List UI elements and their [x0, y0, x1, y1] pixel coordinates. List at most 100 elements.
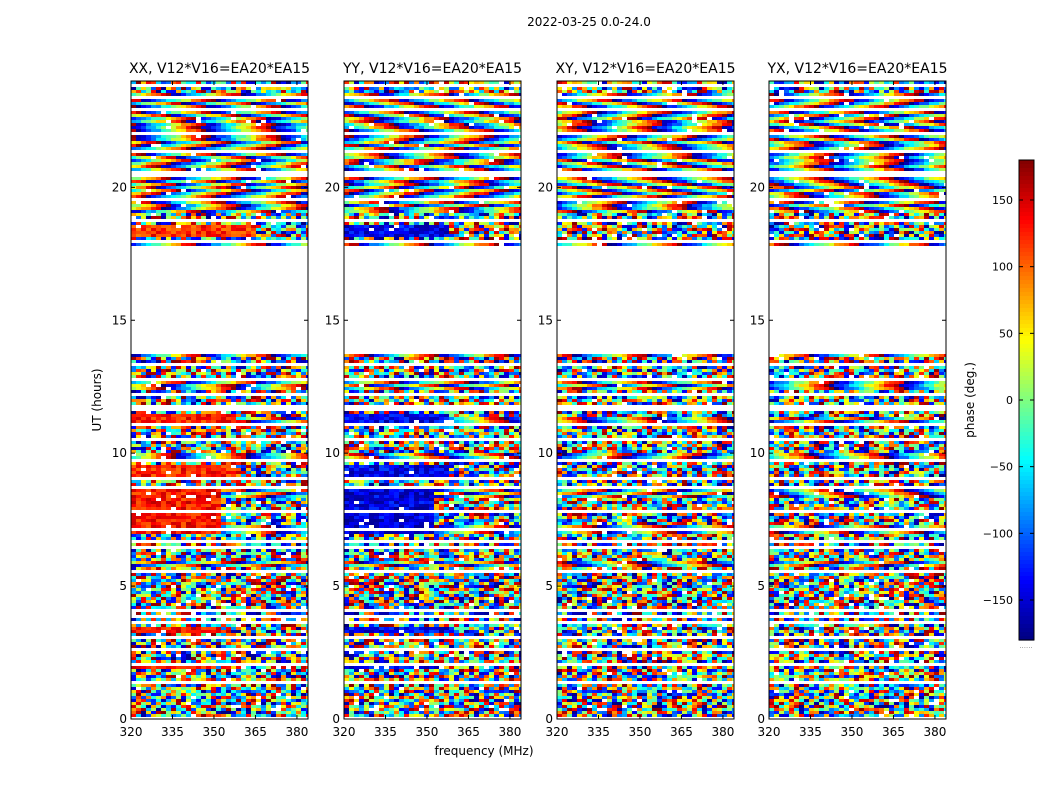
- colorbar-segment: [1019, 412, 1034, 417]
- colorbar-segment: [1019, 268, 1034, 273]
- colorbar-segment: [1019, 416, 1034, 421]
- colorbar-segment: [1019, 160, 1034, 165]
- y-tick-label: 15: [325, 313, 340, 327]
- colorbar-segment: [1019, 388, 1034, 393]
- colorbar-segment: [1019, 204, 1034, 209]
- colorbar-segment: [1019, 588, 1034, 593]
- y-tick-label: 0: [119, 712, 127, 726]
- colorbar-segment: [1019, 244, 1034, 249]
- y-tick-label: 5: [119, 579, 127, 593]
- colorbar-segment: [1019, 288, 1034, 293]
- panel-frame: [768, 80, 947, 720]
- colorbar-segment: [1019, 260, 1034, 265]
- colorbar-segment: [1019, 168, 1034, 173]
- colorbar-segment: [1019, 624, 1034, 629]
- colorbar-segment: [1019, 356, 1034, 361]
- colorbar-segment: [1019, 528, 1034, 533]
- phase-cells: [344, 81, 521, 717]
- colorbar-segment: [1019, 180, 1034, 185]
- y-tick-label: 20: [112, 180, 127, 194]
- x-tick-label: 365: [882, 725, 905, 739]
- colorbar-tick-label: −100: [983, 527, 1013, 540]
- colorbar-segment: [1019, 164, 1034, 169]
- colorbar-tick-label: −150: [983, 594, 1013, 607]
- x-tick-label: 365: [670, 725, 693, 739]
- colorbar-tick-label: 100: [992, 261, 1013, 274]
- y-tick-label: 5: [332, 579, 340, 593]
- x-tick-label: 335: [161, 725, 184, 739]
- colorbar-segment: [1019, 552, 1034, 557]
- colorbar-segment: [1019, 176, 1034, 181]
- x-tick-label: 335: [374, 725, 397, 739]
- y-tick-label: 0: [757, 712, 765, 726]
- x-tick-label: 350: [629, 725, 652, 739]
- colorbar-segment: [1019, 216, 1034, 221]
- colorbar-segment: [1019, 480, 1034, 485]
- colorbar-segment: [1019, 444, 1034, 449]
- colorbar-segment: [1019, 636, 1034, 641]
- y-tick-label: 15: [538, 313, 553, 327]
- colorbar-segment: [1019, 292, 1034, 297]
- colorbar-segment: [1019, 504, 1034, 509]
- colorbar-segment: [1019, 508, 1034, 513]
- colorbar-segment: [1019, 212, 1034, 217]
- colorbar-tick-label: 50: [999, 327, 1013, 340]
- colorbar-segment: [1019, 196, 1034, 201]
- colorbar-segment: [1019, 420, 1034, 425]
- colorbar-segment: [1019, 428, 1034, 433]
- colorbar-segment: [1019, 232, 1034, 237]
- colorbar-segment: [1019, 592, 1034, 597]
- x-tick-label: 320: [546, 725, 569, 739]
- colorbar-segment: [1019, 372, 1034, 377]
- x-tick-label: 365: [244, 725, 267, 739]
- colorbar-segment: [1019, 364, 1034, 369]
- panel-frame: [343, 80, 522, 720]
- panel-title: YX, V12*V16=EA20*EA15: [766, 61, 947, 77]
- colorbar-segment: [1019, 352, 1034, 357]
- colorbar: 150 100 50 0 −50 −100 −150: [983, 159, 1035, 641]
- colorbar-segment: [1019, 172, 1034, 177]
- colorbar-segment: [1019, 436, 1034, 441]
- colorbar-segment: [1019, 280, 1034, 285]
- colorbar-segment: [1019, 548, 1034, 553]
- colorbar-segment: [1019, 520, 1034, 525]
- x-tick-label: 350: [841, 725, 864, 739]
- colorbar-segment: [1019, 200, 1034, 205]
- y-tick-label: 10: [325, 446, 340, 460]
- phase-cells: [557, 81, 734, 717]
- colorbar-segment: [1019, 348, 1034, 353]
- colorbar-segment: [1019, 516, 1034, 521]
- colorbar-segment: [1019, 312, 1034, 317]
- colorbar-footer: ......: [1019, 642, 1032, 650]
- x-tick-label: 335: [587, 725, 610, 739]
- colorbar-segment: [1019, 188, 1034, 193]
- colorbar-segment: [1019, 376, 1034, 381]
- colorbar-segment: [1019, 608, 1034, 613]
- colorbar-segment: [1019, 448, 1034, 453]
- colorbar-segment: [1019, 472, 1034, 477]
- colorbar-segment: [1019, 512, 1034, 517]
- colorbar-segment: [1019, 304, 1034, 309]
- colorbar-segment: [1019, 248, 1034, 253]
- colorbar-segment: [1019, 396, 1034, 401]
- x-tick-label: 365: [457, 725, 480, 739]
- y-tick-label: 10: [112, 446, 127, 460]
- colorbar-segment: [1019, 476, 1034, 481]
- colorbar-segment: [1019, 536, 1034, 541]
- colorbar-segment: [1019, 612, 1034, 617]
- colorbar-segment: [1019, 272, 1034, 277]
- colorbar-segment: [1019, 240, 1034, 245]
- colorbar-segment: [1019, 340, 1034, 345]
- colorbar-segment: [1019, 460, 1034, 465]
- panel-frame: [130, 80, 309, 720]
- panel-frame: [556, 80, 735, 720]
- panel-yy: YY, V12*V16=EA20*EA15 320 335 350 365 380 0 5 10…: [325, 61, 522, 739]
- colorbar-segment: [1019, 308, 1034, 313]
- panel-title: XY, V12*V16=EA20*EA15: [555, 61, 735, 77]
- colorbar-segment: [1019, 368, 1034, 373]
- y-tick-label: 10: [750, 446, 765, 460]
- colorbar-segment: [1019, 300, 1034, 305]
- colorbar-segment: [1019, 580, 1034, 585]
- colorbar-label: phase (deg.): [963, 362, 977, 438]
